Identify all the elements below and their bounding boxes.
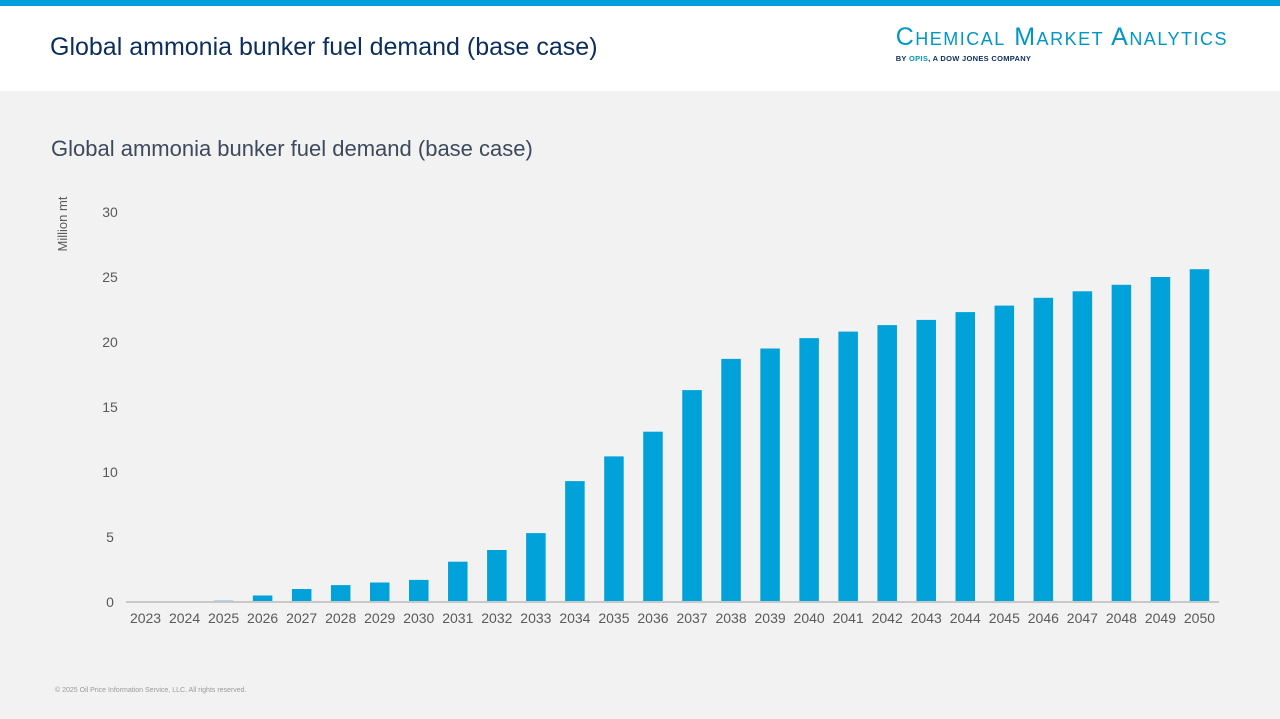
- bar-2032: [487, 550, 507, 602]
- x-tick-label: 2042: [872, 610, 903, 626]
- bar-2049: [1150, 277, 1171, 602]
- x-tick-label: 2039: [755, 610, 786, 626]
- header: Global ammonia bunker fuel demand (base …: [0, 6, 1280, 91]
- x-tick-label: 2036: [637, 610, 668, 626]
- bar-2046: [1033, 297, 1054, 602]
- bar-2031: [448, 561, 468, 602]
- x-tick-label: 2045: [989, 610, 1020, 626]
- bar-2048: [1111, 284, 1132, 602]
- y-tick-label: 20: [102, 334, 118, 350]
- x-tick-label: 2037: [676, 610, 707, 626]
- logo-tagline: BY OPIS, A DOW JONES COMPANY: [896, 54, 1228, 63]
- y-tick-label: 10: [102, 464, 118, 480]
- bar-2042: [877, 325, 897, 602]
- x-tick-label: 2024: [169, 610, 200, 626]
- y-tick-label: 5: [106, 529, 114, 545]
- x-tick-label: 2029: [364, 610, 395, 626]
- x-tick-label: 2043: [911, 610, 942, 626]
- x-tick-label: 2035: [598, 610, 629, 626]
- x-tick-label: 2048: [1106, 610, 1137, 626]
- bar-2050: [1189, 269, 1210, 602]
- x-tick-label: 2033: [520, 610, 551, 626]
- x-tick-label: 2023: [130, 610, 161, 626]
- bar-2035: [604, 456, 624, 602]
- x-tick-label: 2047: [1067, 610, 1098, 626]
- x-tick-label: 2026: [247, 610, 278, 626]
- x-axis-ticks: 2023 2024 2025 2026 2027 2028 2029 2030 2031 2032…: [130, 610, 1215, 626]
- copyright-notice: © 2025 Oil Price Information Service, LL…: [55, 687, 247, 694]
- bar-2047: [1072, 291, 1093, 602]
- x-tick-label: 2040: [794, 610, 825, 626]
- logo-opis: OPIS: [909, 54, 929, 63]
- logo-by: BY: [895, 54, 909, 63]
- x-tick-label: 2031: [442, 610, 473, 626]
- logo-tagline-rest: , A DOW JONES COMPANY: [928, 54, 1032, 63]
- bar-2041: [838, 331, 858, 602]
- bar-2039: [760, 348, 780, 602]
- bar-2033: [526, 533, 546, 602]
- top-accent-bar: [0, 0, 1280, 6]
- x-tick-label: 2044: [950, 610, 981, 626]
- bar-2043: [916, 319, 936, 602]
- bar-2029: [369, 582, 390, 602]
- bars: [213, 269, 1210, 602]
- x-tick-label: 2046: [1028, 610, 1059, 626]
- x-tick-label: 2032: [481, 610, 512, 626]
- x-tick-label: 2049: [1145, 610, 1176, 626]
- y-axis-title: Million mt: [55, 196, 70, 251]
- company-logo: Chemical Market Analytics BY OPIS, A DOW…: [896, 24, 1228, 63]
- bar-2028: [330, 585, 351, 602]
- x-tick-label: 2030: [403, 610, 434, 626]
- y-axis-ticks: 0 5 10 15 20 25 30: [102, 204, 118, 610]
- bar-2026: [252, 595, 273, 602]
- x-tick-label: 2050: [1184, 610, 1215, 626]
- y-tick-label: 15: [102, 399, 118, 415]
- y-tick-label: 0: [106, 594, 114, 610]
- bar-2027: [291, 589, 312, 602]
- x-tick-label: 2025: [208, 610, 239, 626]
- y-tick-label: 30: [102, 204, 118, 220]
- bar-2038: [721, 358, 741, 602]
- y-tick-label: 25: [102, 269, 118, 285]
- x-tick-label: 2038: [715, 610, 746, 626]
- page-title: Global ammonia bunker fuel demand (base …: [50, 33, 598, 61]
- bar-2037: [682, 390, 702, 602]
- logo-name: Chemical Market Analytics: [895, 23, 1228, 51]
- bar-2045: [994, 305, 1015, 602]
- x-tick-label: 2034: [559, 610, 590, 626]
- bar-2034: [565, 481, 585, 602]
- bar-2044: [955, 312, 976, 602]
- x-tick-label: 2028: [325, 610, 356, 626]
- x-tick-label: 2041: [833, 610, 864, 626]
- chart-title: Global ammonia bunker fuel demand (base …: [51, 136, 533, 161]
- x-tick-label: 2027: [286, 610, 317, 626]
- bar-2036: [643, 431, 663, 602]
- bar-2040: [799, 338, 819, 602]
- bar-2030: [409, 579, 429, 602]
